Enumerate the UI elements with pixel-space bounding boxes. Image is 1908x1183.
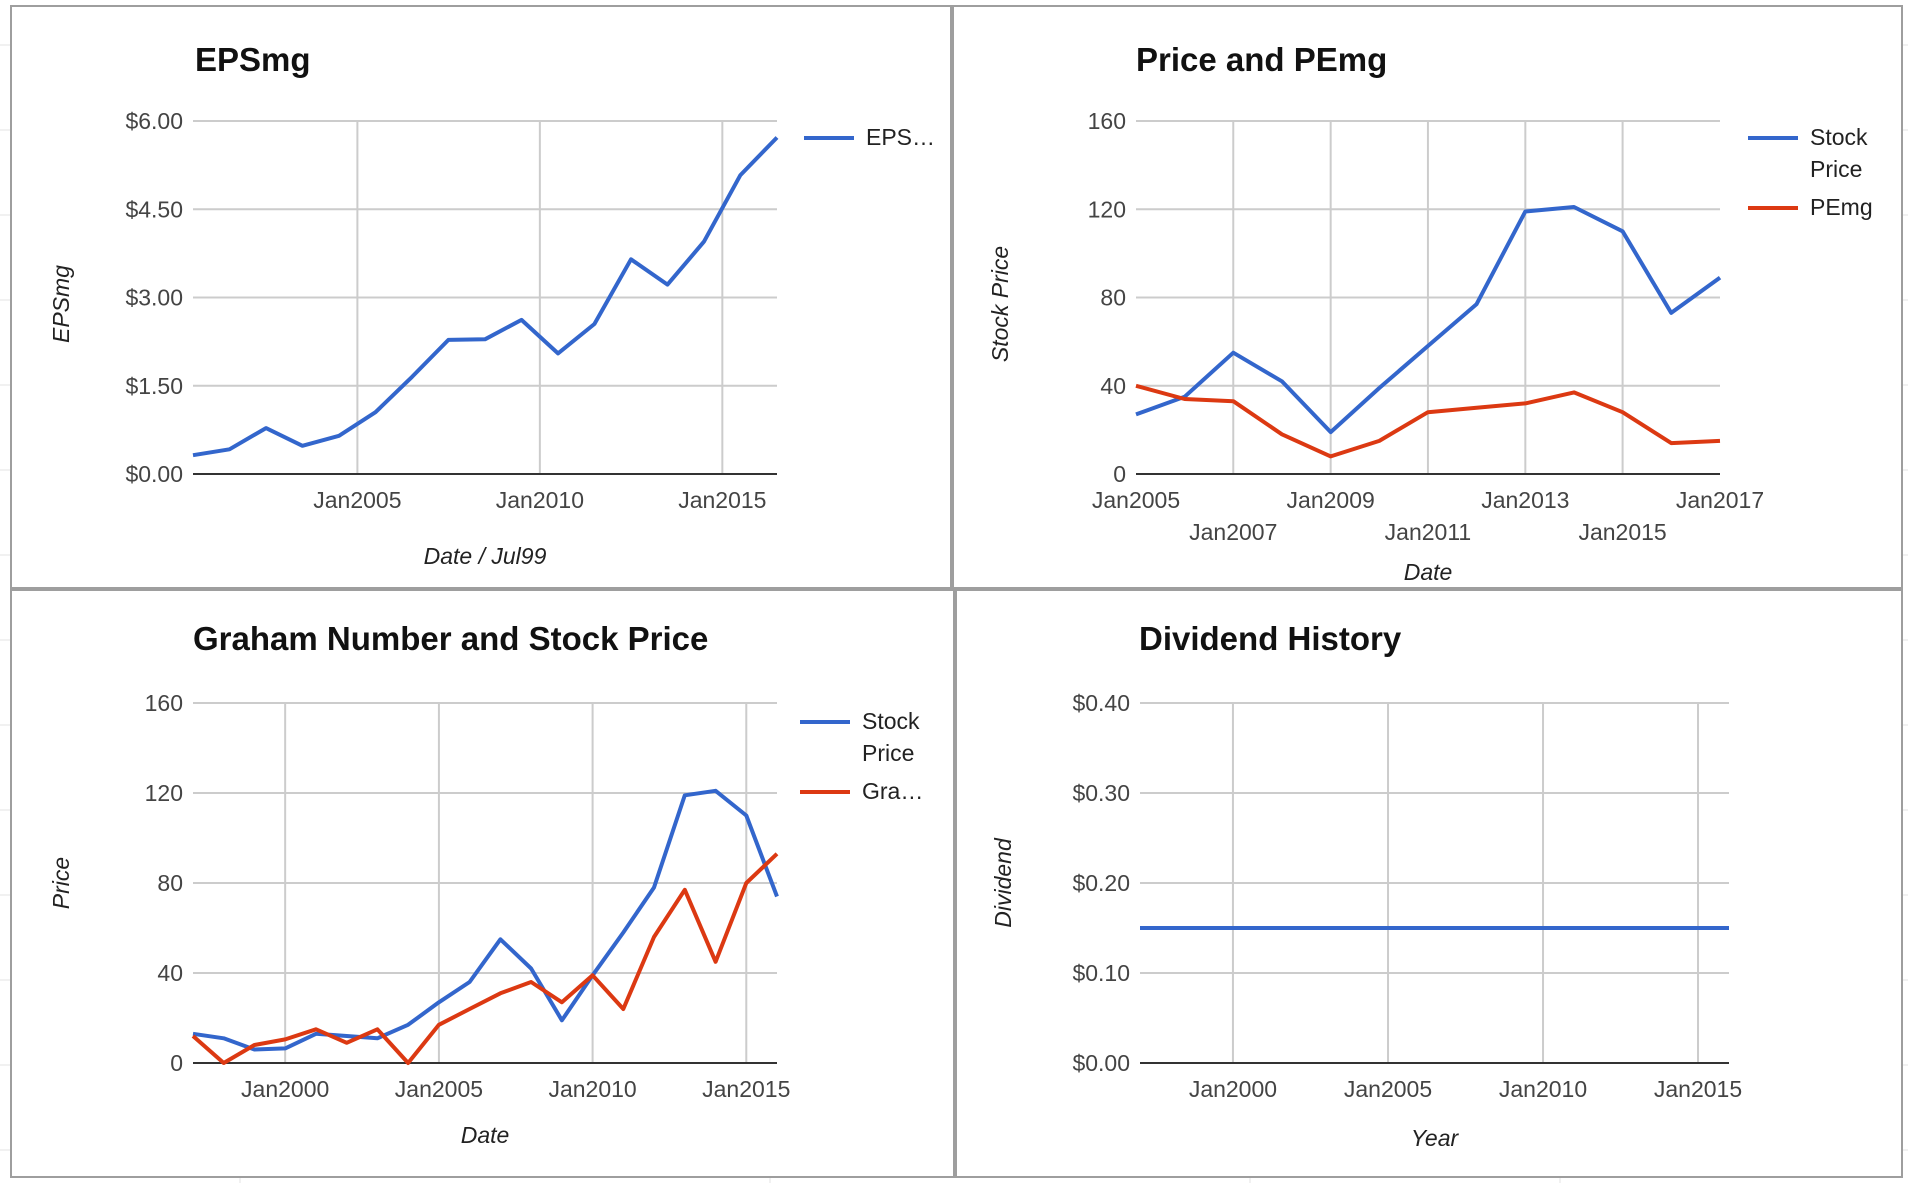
x-axis-label: Date <box>461 1122 510 1148</box>
series-line-eps <box>192 136 779 458</box>
y-tick-label: $0.10 <box>1072 960 1130 986</box>
x-tick-label: Jan2000 <box>241 1076 329 1102</box>
y-tick-label: $0.20 <box>1072 870 1130 896</box>
x-tick-label: Jan2010 <box>1499 1076 1587 1102</box>
x-tick-label: Jan2010 <box>548 1076 636 1102</box>
y-tick-label: 80 <box>157 870 183 896</box>
y-axis-label: Stock Price <box>987 246 1013 362</box>
y-tick-label: $4.50 <box>125 196 183 222</box>
legend-label: Stock Price <box>862 708 920 766</box>
legend-label: Stock Price <box>1810 124 1868 182</box>
x-tick-label: Jan2017 <box>1676 487 1764 513</box>
y-tick-label: $0.30 <box>1072 780 1130 806</box>
chart-title: Price and PEmg <box>1136 41 1387 78</box>
y-tick-label: $1.50 <box>125 373 183 399</box>
y-tick-label: $6.00 <box>125 108 183 134</box>
y-tick-label: $0.00 <box>1072 1050 1130 1076</box>
x-tick-label: Jan2015 <box>678 487 766 513</box>
legend-label: PEmg <box>1810 194 1873 220</box>
x-tick-label: Jan2007 <box>1189 519 1277 545</box>
y-tick-label: $3.00 <box>125 285 183 311</box>
y-tick-label: 160 <box>145 690 183 716</box>
x-axis-label: Date <box>1404 559 1453 585</box>
x-tick-label: Jan2005 <box>313 487 401 513</box>
chart-panel-epsmg: EPSmg $0.00 $1.50 $3.00 $4.50 $6.00 Jan2005 Jan… <box>10 5 952 589</box>
series-line-stock-price <box>192 788 779 1052</box>
chart-title: Dividend History <box>1139 620 1402 657</box>
x-tick-label: Jan2005 <box>1344 1076 1432 1102</box>
chart-dividend-history: Dividend History $0.00 $0.10 $0.20 $0.30 $0.4… <box>990 620 1742 1151</box>
y-tick-label: 120 <box>145 780 183 806</box>
x-tick-label: Jan2005 <box>395 1076 483 1102</box>
x-axis-label: Year <box>1411 1125 1460 1151</box>
series-line-pemg <box>1135 383 1721 459</box>
chart-panel-price-pemg: Price and PEmg 0 40 80 120 160 Jan2005 Jan2007 J… <box>952 5 1903 589</box>
x-tick-label: Jan2011 <box>1385 519 1472 545</box>
x-tick-label: Jan2015 <box>702 1076 790 1102</box>
x-tick-label: Jan2009 <box>1287 487 1375 513</box>
y-tick-label: $0.00 <box>125 461 183 487</box>
y-axis-label: EPSmg <box>48 265 74 343</box>
y-tick-label: 40 <box>1100 373 1126 399</box>
y-tick-label: 40 <box>157 960 183 986</box>
x-tick-label: Jan2000 <box>1189 1076 1277 1102</box>
y-tick-label: 0 <box>170 1050 183 1076</box>
y-axis-label: Price <box>48 857 74 909</box>
x-tick-label: Jan2015 <box>1578 519 1666 545</box>
series-line-stock-price <box>1135 205 1722 435</box>
x-tick-label: Jan2005 <box>1092 487 1180 513</box>
y-tick-label: $0.40 <box>1072 690 1130 716</box>
legend-label: Gra… <box>862 778 923 804</box>
y-tick-label: 80 <box>1100 285 1126 311</box>
x-tick-label: Jan2010 <box>496 487 584 513</box>
y-axis-label: Dividend <box>990 837 1016 928</box>
chart-graham-number: Graham Number and Stock Price 0 40 80 120 160… <box>48 620 923 1148</box>
series-line-gra <box>191 852 779 1065</box>
chart-price-pemg: Price and PEmg 0 40 80 120 160 Jan2005 Jan2007 J… <box>987 41 1873 585</box>
x-tick-label: Jan2015 <box>1654 1076 1742 1102</box>
chart-title: Graham Number and Stock Price <box>193 620 708 657</box>
y-tick-label: 160 <box>1088 108 1126 134</box>
y-tick-label: 120 <box>1088 196 1126 222</box>
chart-panel-dividend: Dividend History $0.00 $0.10 $0.20 $0.30 $0.4… <box>955 589 1903 1178</box>
chart-panel-graham: Graham Number and Stock Price 0 40 80 120 160… <box>10 589 955 1178</box>
chart-epsmg: EPSmg $0.00 $1.50 $3.00 $4.50 $6.00 Jan2005 Jan… <box>48 41 935 569</box>
y-tick-label: 0 <box>1113 461 1126 487</box>
x-axis-label: Date / Jul99 <box>424 543 547 569</box>
chart-title: EPSmg <box>195 41 311 78</box>
legend-label: EPS… <box>866 124 935 150</box>
x-tick-label: Jan2013 <box>1481 487 1569 513</box>
